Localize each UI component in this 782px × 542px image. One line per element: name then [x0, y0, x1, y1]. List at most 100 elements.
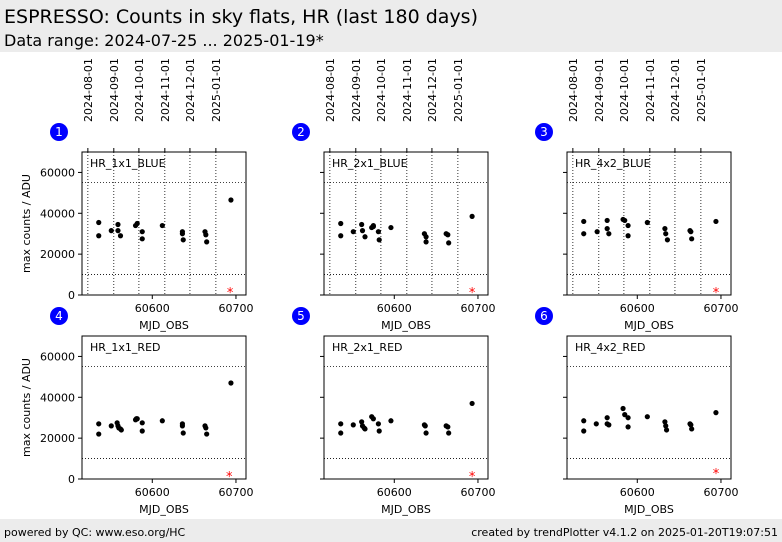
panel4-data-point [159, 418, 165, 424]
panel2-data-point [445, 232, 451, 238]
panel3-data-point [604, 226, 610, 232]
panel2-data-point [446, 240, 452, 246]
panel4-data-point [139, 428, 145, 434]
panel4-data-point [108, 423, 114, 429]
panel4-data-point [139, 420, 145, 426]
panel6-data-point [606, 422, 612, 428]
panel6-panel-label: HR_4x2_RED [575, 341, 646, 354]
panel3-data-point [604, 217, 610, 224]
panel1-axes-frame [81, 151, 247, 296]
panel1-data-point [139, 229, 145, 235]
panel6-data-point [662, 419, 668, 425]
panel1-date-tick-label: 2024-12-01 [184, 58, 197, 122]
panel2-data-point [338, 220, 344, 227]
panel3-date-tick-label: 2024-09-01 [593, 58, 606, 122]
panel2-axes-frame [323, 151, 489, 296]
panel6-data-point [688, 422, 694, 428]
panel5-data-point [375, 421, 381, 427]
panel5-number-badge [292, 307, 310, 325]
panel6-data-point [644, 414, 650, 420]
panel1-date-tick-label: 2024-09-01 [108, 58, 121, 122]
panel3-data-point [664, 237, 671, 243]
panel5-panel-label: HR_2x1_RED [332, 341, 403, 354]
panel1-x-tick-label: 60700 [218, 302, 253, 315]
panel4-x-tick-label: 60700 [218, 486, 253, 499]
panel3-data-point [622, 217, 628, 224]
panel4-data-point [96, 431, 102, 437]
panel6-data-point [604, 415, 610, 421]
panel5-data-point [359, 419, 365, 425]
panel4-y-tick-label: 60000 [40, 350, 75, 363]
panel5-data-point [388, 418, 394, 424]
panel2-data-point [350, 229, 356, 235]
panel4-number-badge-label: 4 [55, 309, 63, 323]
panel4-axes-frame [81, 335, 247, 480]
panel4-data-point [204, 431, 210, 437]
panel5-data-point [469, 400, 475, 407]
panel2-outlier-marker: * [469, 286, 476, 301]
panel1-number-badge-label: 1 [55, 125, 63, 139]
panel5-data-point [445, 424, 451, 430]
panel2-data-point [359, 221, 365, 228]
panel1-data-point [96, 219, 102, 226]
panel3-date-tick-label: 2024-11-01 [644, 58, 657, 122]
panel3-number-badge [535, 123, 553, 141]
panel3-outlier-marker: * [713, 286, 720, 301]
panel4-number-badge [50, 307, 68, 325]
panel3-data-point [644, 219, 650, 226]
panel6-data-point [663, 423, 669, 429]
panel4-data-point [179, 423, 186, 429]
panel5-data-point [362, 426, 368, 432]
panel4-y-tick-label: 40000 [40, 391, 75, 404]
panel1-data-point [108, 228, 114, 234]
panel2-data-point [375, 229, 381, 235]
panel6-x-axis-label: MJD_OBS [624, 503, 674, 516]
panel6-data-point [581, 428, 587, 434]
panel6-data-point [620, 405, 626, 412]
panel6-data-point [581, 418, 587, 424]
panel1-data-point [180, 237, 186, 243]
panel3-date-tick-label: 2024-08-01 [567, 58, 580, 122]
panel5-x-axis-label: MJD_OBS [381, 503, 431, 516]
panel4-x-tick-label: 60600 [135, 486, 170, 499]
panel3-data-point [625, 222, 631, 229]
panel1-data-point [228, 197, 234, 203]
panel3-number-badge-label: 3 [540, 125, 548, 139]
panel4-outlier-marker: * [226, 470, 233, 485]
panel2-x-axis-label: MJD_OBS [381, 319, 431, 332]
panel4-y-tick-label: 0 [68, 473, 75, 486]
panel3-x-tick-label: 60700 [703, 302, 738, 315]
panel5-outlier-marker: * [469, 470, 476, 485]
panel1-data-point [134, 220, 140, 227]
panel1-date-tick-label: 2024-10-01 [133, 58, 146, 122]
panel6-x-tick-label: 60600 [620, 486, 655, 499]
panel1-outlier-marker: * [227, 286, 234, 301]
panel6-outlier-marker: * [713, 467, 720, 482]
panel1-date-tick-label: 2025-01-01 [210, 58, 223, 122]
panel3-date-tick-label: 2025-01-01 [695, 58, 708, 122]
panel3-data-point [689, 236, 695, 242]
panel5-number-badge-label: 5 [297, 309, 305, 323]
panel3-date-tick-label: 2024-10-01 [618, 58, 631, 122]
panel4-y-tick-label: 20000 [40, 432, 75, 445]
panel2-date-tick-label: 2024-10-01 [375, 58, 388, 122]
panel4-y-axis-label: max counts / ADU [20, 358, 33, 457]
panel1-data-point [159, 222, 165, 229]
panel1-panel-label: HR_1x1_BLUE [90, 157, 166, 170]
panel1-date-tick-label: 2024-08-01 [82, 58, 95, 122]
panel2-date-tick-label: 2024-08-01 [324, 58, 337, 122]
panel2-number-badge-label: 2 [297, 125, 305, 139]
plot-grid: 0 20000 40000 60000 60600 60700 2024-08-01 2024… [20, 58, 738, 516]
panel2-panel-label: HR_2x1_BLUE [332, 157, 408, 170]
panel2-x-tick-label: 60600 [377, 302, 412, 315]
header-bar [0, 0, 782, 52]
panel1-data-point [139, 236, 145, 242]
panel4-data-point [118, 427, 124, 433]
panel3-data-point [662, 226, 668, 232]
footer-bar [0, 519, 782, 542]
panel3-data-point [713, 218, 719, 225]
panel5-data-point [423, 430, 429, 436]
panel2-date-tick-label: 2024-09-01 [350, 58, 363, 122]
footer-powered-by: powered by QC: www.eso.org/HC [4, 526, 186, 539]
panel3-data-point [594, 229, 600, 235]
